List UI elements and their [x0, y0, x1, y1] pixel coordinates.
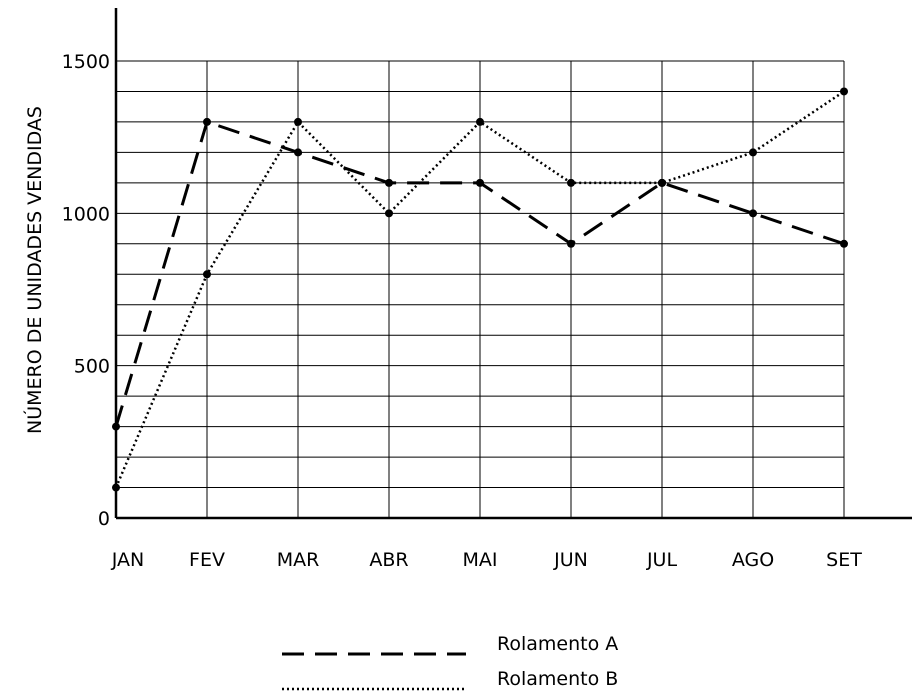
series-points [112, 87, 848, 492]
data-point [294, 117, 302, 126]
x-tick-label: FEV [189, 549, 225, 571]
x-tick-label: JUN [553, 549, 588, 571]
data-point [476, 178, 484, 187]
x-tick-label: MAR [277, 549, 320, 571]
data-point [658, 178, 666, 187]
data-point [294, 148, 302, 157]
y-axis-title: NÚMERO DE UNIDADES VENDIDAS [22, 106, 46, 434]
data-point [749, 209, 757, 218]
x-tick-label: SET [826, 549, 862, 571]
x-tick-label: AGO [732, 549, 774, 571]
data-point [112, 483, 120, 492]
x-tick-label: ABR [369, 549, 408, 571]
series-line [114, 90, 845, 489]
legend: Rolamento A Rolamento B [282, 633, 618, 691]
data-point [567, 178, 575, 187]
data-point [840, 239, 848, 248]
data-point [840, 87, 848, 96]
data-point [567, 239, 575, 248]
data-point [476, 117, 484, 126]
legend-label: Rolamento B [497, 668, 618, 690]
data-point [385, 178, 393, 187]
data-point [203, 270, 211, 279]
y-tick-label: 500 [74, 356, 110, 378]
x-tick-labels: JAN FEV MAR ABR MAI JUN JUL AGO SET [111, 549, 862, 571]
x-tick-label: MAI [463, 549, 498, 571]
y-tick-labels: 0 500 1000 1500 [62, 51, 110, 530]
y-tick-label: 0 [98, 508, 110, 530]
data-point [385, 209, 393, 218]
data-point [112, 422, 120, 431]
y-tick-label: 1500 [62, 51, 110, 73]
x-tick-label: JAN [111, 549, 144, 571]
y-tick-label: 1000 [62, 203, 110, 225]
data-point [749, 148, 757, 157]
legend-label: Rolamento A [497, 633, 618, 655]
x-tick-label: JUL [646, 549, 678, 571]
data-point [203, 117, 211, 126]
